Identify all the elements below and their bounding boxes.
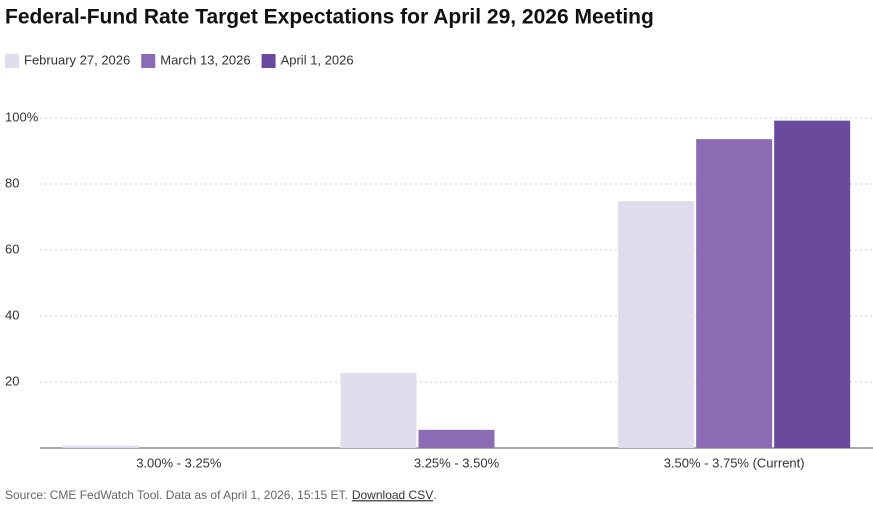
legend-swatch <box>261 54 276 68</box>
x-tick-label: 3.50% - 3.75% (Current) <box>664 455 805 470</box>
y-tick-label: 40 <box>5 307 19 322</box>
source: Source: CME FedWatch Tool. Data as of Ap… <box>5 488 348 502</box>
bar <box>340 373 417 448</box>
y-tick-label: 60 <box>5 241 19 256</box>
source-suffix: . <box>433 488 436 502</box>
legend-swatch <box>141 54 156 68</box>
bar <box>618 201 695 448</box>
x-tick-label: 3.25% - 3.50% <box>414 455 500 470</box>
y-tick-label: 100% <box>5 109 39 124</box>
y-tick-label: 80 <box>5 175 19 190</box>
bar <box>774 120 851 448</box>
legend-label: February 27, 2026 <box>24 52 130 67</box>
x-tick-label: 3.00% - 3.25% <box>136 455 222 470</box>
chart-title: Federal-Fund Rate Target Expectations fo… <box>5 6 654 29</box>
bar <box>696 139 773 448</box>
y-tick-label: 20 <box>5 373 19 388</box>
download-link[interactable]: Download CSV <box>352 488 433 502</box>
legend-label: March 13, 2026 <box>160 52 250 67</box>
bar <box>62 445 139 448</box>
bar <box>418 429 495 448</box>
legend-label: April 1, 2026 <box>281 52 354 67</box>
legend-swatch <box>5 54 19 68</box>
